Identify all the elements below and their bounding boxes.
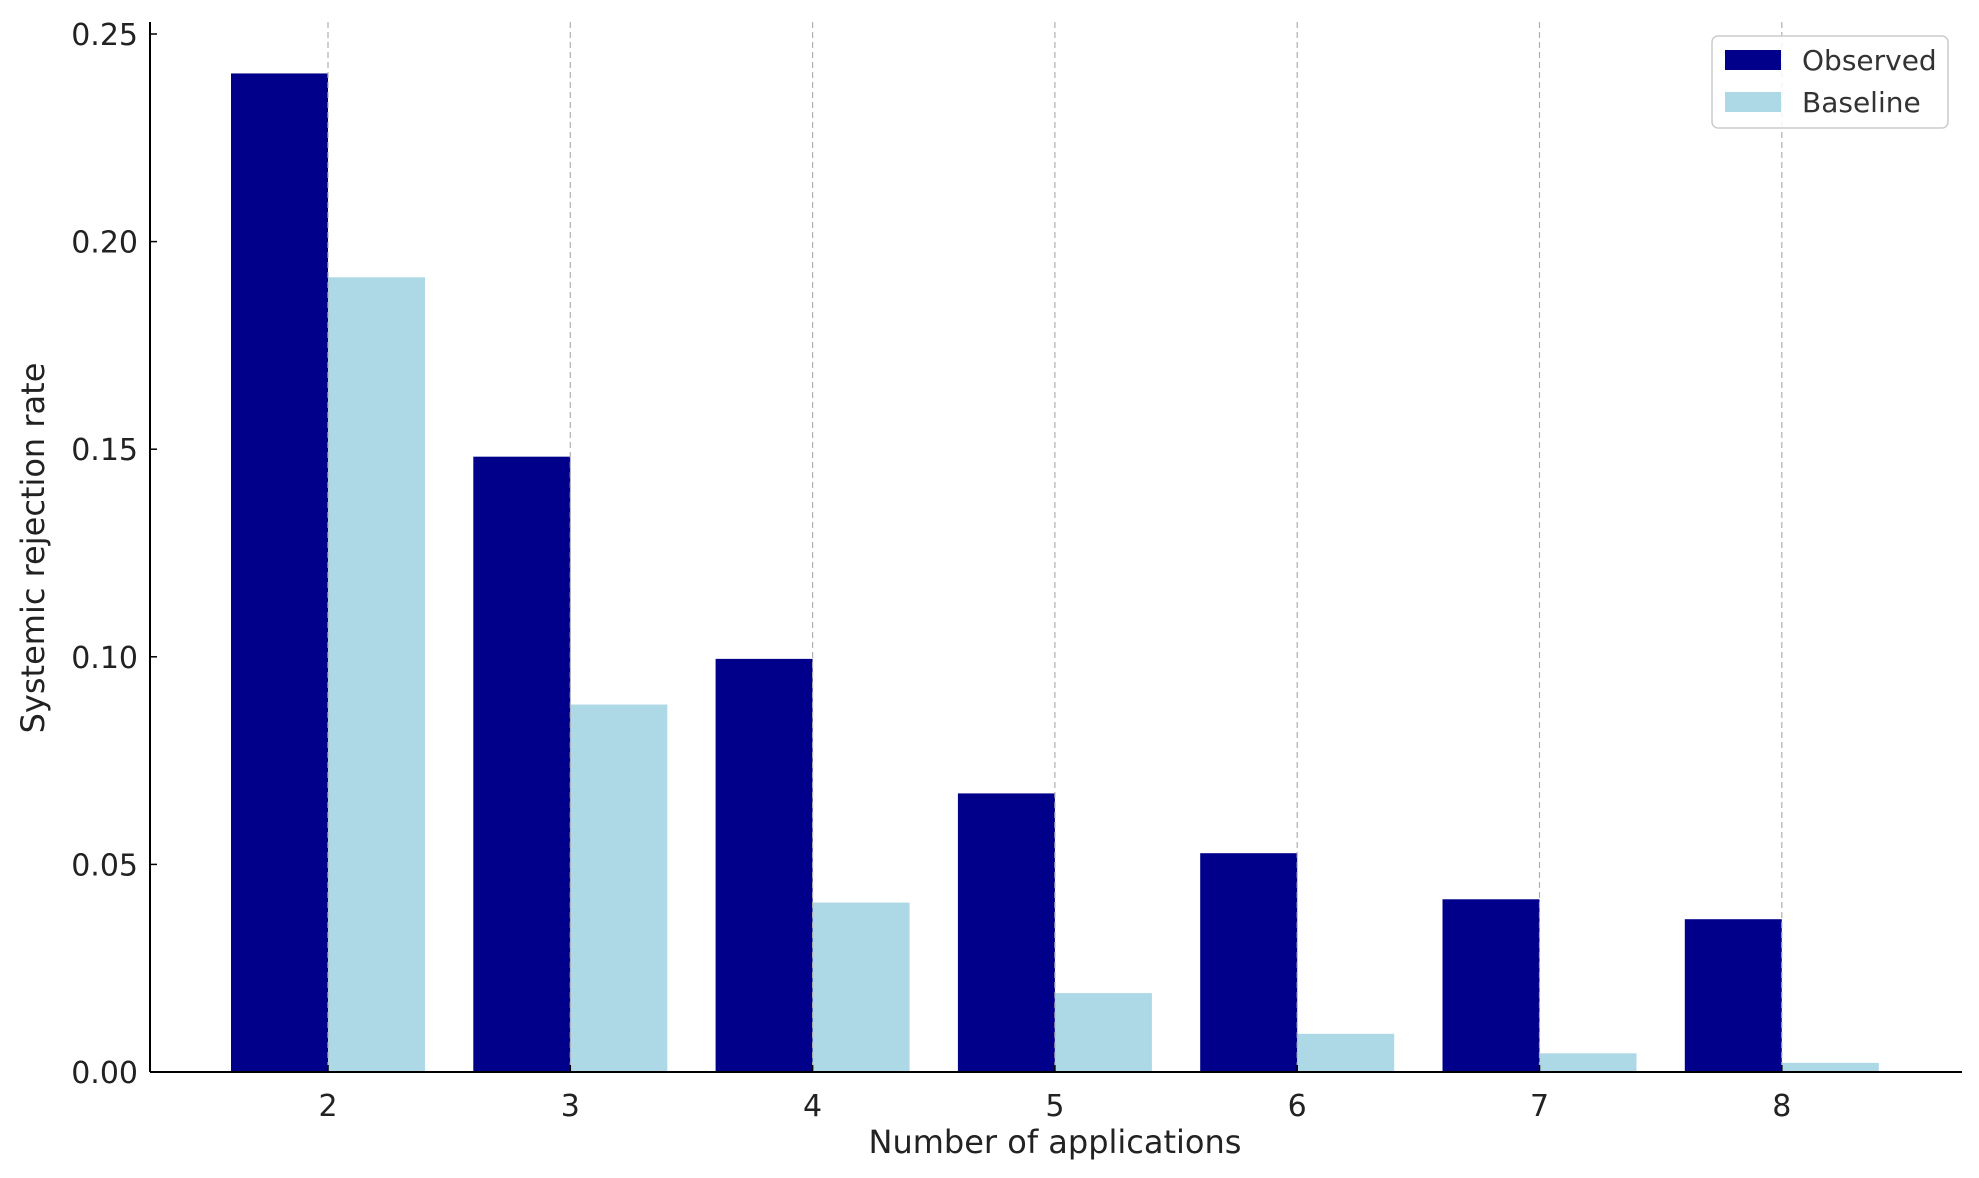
bar-baseline-3 bbox=[570, 704, 668, 1072]
y-tick-label-0.25: 0.25 bbox=[71, 18, 138, 53]
axes bbox=[149, 22, 1962, 1073]
y-tick-label-0.15: 0.15 bbox=[71, 433, 138, 468]
bar-observed-8 bbox=[1684, 919, 1782, 1072]
x-ticks: 2 3 4 5 6 7 8 bbox=[318, 1065, 1791, 1124]
legend-swatch-baseline bbox=[1725, 92, 1781, 112]
y-tick-label-0.10: 0.10 bbox=[71, 641, 138, 676]
bar-baseline-5 bbox=[1054, 993, 1152, 1072]
bar-observed-5 bbox=[957, 793, 1055, 1072]
y-tick-label-0.20: 0.20 bbox=[71, 226, 138, 261]
bar-observed-2 bbox=[231, 73, 328, 1073]
grid-lines bbox=[327, 22, 1783, 1072]
bar-observed-3 bbox=[473, 456, 571, 1073]
legend: Observed Baseline bbox=[1711, 35, 1949, 129]
y-ticks: 0.00 0.05 0.10 0.15 0.20 0.25 bbox=[71, 18, 157, 1091]
y-tick-label-0.00: 0.00 bbox=[71, 1056, 138, 1091]
bar-baseline-4 bbox=[812, 902, 910, 1072]
bar-baseline-6 bbox=[1297, 1033, 1395, 1072]
bar-baseline-7 bbox=[1539, 1053, 1637, 1072]
x-axis-label: Number of applications bbox=[869, 1123, 1242, 1161]
legend-label-baseline: Baseline bbox=[1802, 86, 1921, 119]
x-tick-label-8: 8 bbox=[1772, 1089, 1791, 1124]
bars bbox=[231, 73, 1879, 1073]
x-tick-label-3: 3 bbox=[561, 1089, 580, 1124]
bar-baseline-8 bbox=[1781, 1062, 1879, 1072]
y-axis-label: Systemic rejection rate bbox=[14, 363, 52, 734]
bar-baseline-2 bbox=[328, 277, 425, 1072]
legend-swatch-observed bbox=[1725, 50, 1781, 70]
x-tick-label-2: 2 bbox=[318, 1089, 337, 1124]
legend-label-observed: Observed bbox=[1802, 44, 1937, 77]
x-tick-label-7: 7 bbox=[1530, 1089, 1549, 1124]
bar-observed-6 bbox=[1200, 853, 1298, 1072]
bar-observed-7 bbox=[1442, 899, 1540, 1072]
y-tick-label-0.05: 0.05 bbox=[71, 848, 138, 883]
x-tick-label-5: 5 bbox=[1045, 1089, 1064, 1124]
bar-observed-4 bbox=[715, 658, 813, 1072]
x-tick-label-4: 4 bbox=[803, 1089, 822, 1124]
x-tick-label-6: 6 bbox=[1288, 1089, 1307, 1124]
